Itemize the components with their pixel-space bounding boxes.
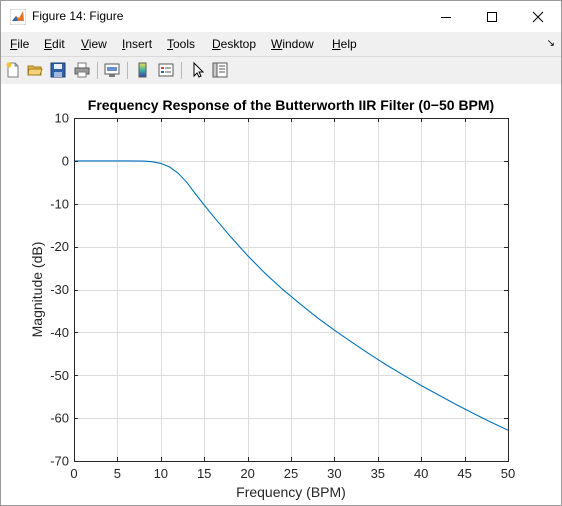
y-tick-label: -70: [50, 454, 69, 469]
x-tick-label: 30: [327, 466, 341, 481]
y-tick-label: 0: [62, 153, 69, 168]
y-axis-label: Magnitude (dB): [29, 242, 45, 338]
maximize-icon: [487, 11, 497, 22]
toolbar-separator: [97, 62, 98, 79]
x-axis-label: Frequency (BPM): [236, 484, 346, 500]
matlab-icon: [10, 9, 26, 25]
save-icon[interactable]: [49, 61, 67, 79]
y-tick-label: -10: [50, 196, 69, 211]
figure-canvas[interactable]: 0 5 10 15 20 25 30 35 40 45 50 10 0 -10 -20 -30 -40 -50 -6…: [1, 84, 561, 505]
y-tick-label: 10: [55, 111, 69, 126]
x-tick-label: 25: [284, 466, 298, 481]
menu-window[interactable]: Window: [271, 37, 314, 51]
minimize-icon: [441, 16, 451, 18]
toolbar-separator: [181, 62, 182, 79]
minimize-button[interactable]: [423, 1, 469, 32]
x-tick-label: 5: [114, 466, 121, 481]
y-tick-label: -40: [50, 325, 69, 340]
menu-bar: File Edit View Insert Tools Desktop Wind…: [1, 32, 561, 56]
close-icon: [532, 11, 544, 22]
plot-svg: 0 5 10 15 20 25 30 35 40 45 50 10 0 -10 -20 -30 -40 -50 -6…: [29, 97, 515, 500]
menu-desktop[interactable]: Desktop: [212, 37, 257, 51]
x-tick-label: 45: [457, 466, 471, 481]
x-tick-label: 15: [197, 466, 211, 481]
menu-tools[interactable]: Tools: [167, 37, 196, 51]
chart-title: Frequency Response of the Butterworth II…: [88, 97, 494, 113]
tick-labels: 0 5 10 15 20 25 30 35 40 45 50 10 0 -10 -20 -30 -40 -50 -6…: [50, 111, 515, 482]
legend-icon[interactable]: [157, 61, 175, 79]
property-inspector-icon[interactable]: [211, 61, 229, 79]
y-tick-label: -20: [50, 239, 69, 254]
figure-toolbar: [1, 56, 561, 85]
title-bar[interactable]: Figure 14: Figure: [1, 1, 561, 32]
open-file-icon[interactable]: [26, 61, 44, 79]
x-tick-label: 20: [240, 466, 254, 481]
colorbar-icon[interactable]: [134, 61, 152, 79]
toolbar-separator: [127, 62, 128, 79]
tick-marks: [74, 118, 509, 462]
x-tick-label: 35: [371, 466, 385, 481]
menu-insert[interactable]: Insert: [122, 37, 153, 51]
close-button[interactable]: [515, 1, 561, 32]
y-tick-label: -30: [50, 282, 69, 297]
x-tick-label: 50: [501, 466, 515, 481]
link-plot-icon[interactable]: [103, 61, 121, 79]
maximize-button[interactable]: [469, 1, 515, 32]
grid-lines: [74, 118, 508, 461]
x-tick-label: 40: [414, 466, 428, 481]
edit-plot-icon[interactable]: [189, 61, 207, 79]
menu-edit[interactable]: Edit: [44, 37, 65, 51]
menu-help[interactable]: Help: [332, 37, 357, 51]
new-figure-icon[interactable]: [4, 61, 22, 79]
y-tick-label: -60: [50, 411, 69, 426]
menu-file[interactable]: File: [10, 37, 30, 51]
print-icon[interactable]: [73, 61, 91, 79]
menu-view[interactable]: View: [81, 37, 107, 51]
y-tick-label: -50: [50, 368, 69, 383]
x-tick-label: 10: [154, 466, 168, 481]
x-tick-label: 0: [70, 466, 77, 481]
magnitude-curve: [74, 160, 509, 431]
window-title: Figure 14: Figure: [32, 9, 124, 23]
dock-figure-icon[interactable]: ↘: [546, 38, 555, 49]
